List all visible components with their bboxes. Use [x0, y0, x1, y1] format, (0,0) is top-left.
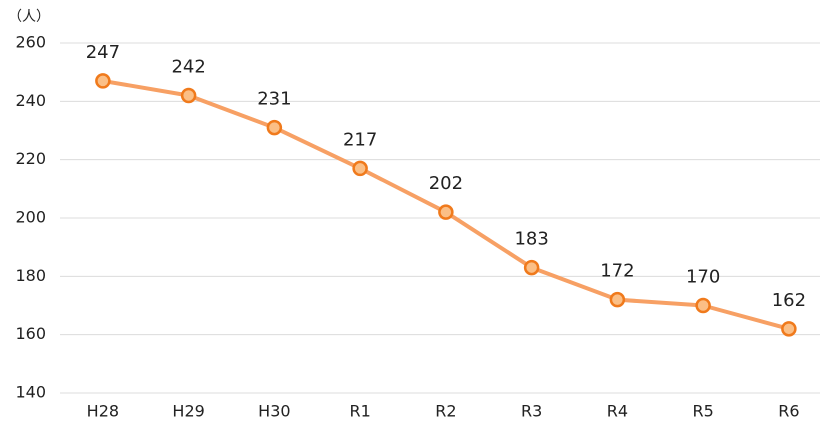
y-tick-label: 180 [15, 266, 46, 285]
data-point [95, 73, 111, 89]
x-tick-label: R3 [521, 402, 542, 421]
y-axis-label: （人） [8, 9, 50, 25]
y-tick-label: 240 [15, 91, 46, 110]
data-label: 202 [429, 173, 463, 194]
data-label: 231 [257, 89, 291, 110]
data-label: 170 [686, 267, 720, 288]
x-tick-label: H30 [258, 402, 290, 421]
data-point [438, 204, 454, 220]
y-tick-label: 140 [15, 383, 46, 402]
data-point [523, 259, 540, 276]
data-label: 162 [772, 290, 806, 311]
x-tick-label: H29 [172, 402, 204, 421]
x-tick-label: R6 [778, 402, 799, 421]
y-tick-label: 220 [15, 149, 46, 168]
data-label: 183 [514, 229, 548, 250]
y-tick-label: 200 [15, 208, 46, 227]
x-tick-label: R1 [349, 402, 370, 421]
data-point [781, 321, 797, 337]
y-tick-label: 260 [15, 33, 46, 52]
x-tick-label: R4 [607, 402, 628, 421]
x-tick-label: R5 [692, 402, 713, 421]
data-label: 172 [600, 261, 634, 282]
x-tick-label: H28 [87, 402, 119, 421]
data-point [266, 119, 283, 136]
data-point [180, 87, 197, 104]
y-tick-label: 160 [15, 324, 46, 343]
data-label: 242 [171, 57, 205, 78]
data-point [609, 291, 626, 308]
data-point [352, 160, 368, 177]
x-tick-label: R2 [435, 402, 456, 421]
data-point [695, 297, 711, 314]
data-label: 247 [86, 42, 120, 63]
data-label: 217 [343, 129, 377, 150]
